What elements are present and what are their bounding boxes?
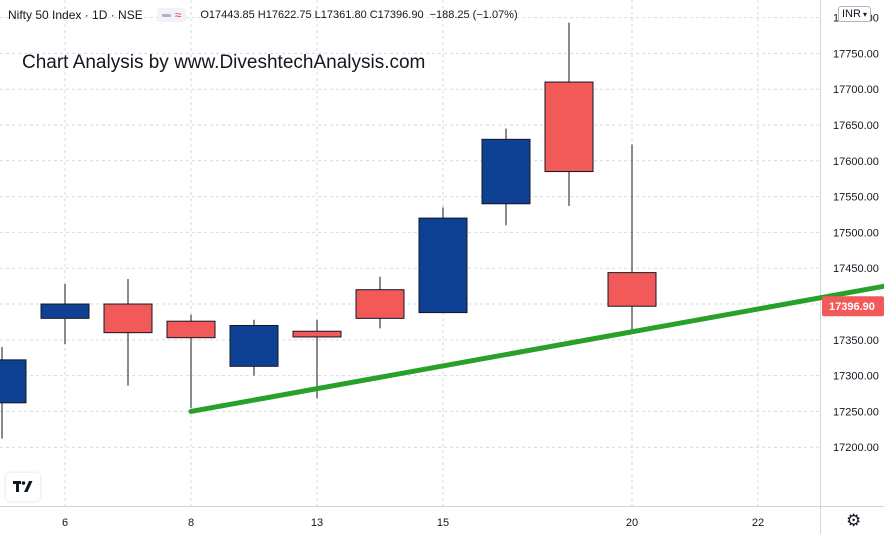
candle-body[interactable] — [481, 138, 531, 205]
y-tick-label: 17550.00 — [833, 192, 879, 204]
symbol-label[interactable]: Nifty 50 Index · 1D · NSE — [8, 8, 143, 22]
y-tick-label: 17450.00 — [833, 263, 879, 275]
wave-icon: ≈ — [174, 8, 182, 22]
y-tick-label: 17300.00 — [833, 371, 879, 383]
candle-body[interactable] — [0, 359, 27, 404]
x-tick-label: 15 — [437, 517, 449, 529]
y-tick-label: 17500.00 — [833, 227, 879, 239]
x-tick-label: 6 — [62, 517, 68, 529]
y-tick-label: 17250.00 — [833, 406, 879, 418]
gear-icon[interactable]: ⚙ — [846, 511, 862, 530]
chevron-down-icon: ▾ — [862, 9, 867, 19]
candle-body[interactable] — [166, 320, 216, 339]
currency-label: INR — [842, 8, 861, 20]
candle-body[interactable] — [292, 330, 342, 338]
last-price-label-bg — [822, 296, 884, 317]
x-tick-label: 22 — [752, 517, 764, 529]
x-tick-label: 20 — [626, 517, 638, 529]
last-price-label: 17396.90 — [829, 301, 875, 313]
tradingview-logo-mark — [13, 481, 33, 492]
y-tick-label: 17700.00 — [833, 84, 879, 96]
candle-body[interactable] — [229, 324, 279, 367]
y-tick-label: 17200.00 — [833, 442, 879, 454]
y-tick-label: 17750.00 — [833, 48, 879, 60]
x-tick-label: 8 — [188, 517, 194, 529]
candle-body[interactable] — [418, 217, 468, 314]
candle-body[interactable] — [103, 303, 153, 334]
currency-selector[interactable]: INR ▾ — [838, 6, 871, 22]
y-tick-label: 17600.00 — [833, 156, 879, 168]
x-tick-label: 13 — [311, 517, 323, 529]
candle-body[interactable] — [544, 81, 594, 173]
ohlc-values: O17443.85 H17622.75 L17361.80 C17396.90 — [200, 9, 424, 21]
dash-icon — [161, 13, 171, 17]
trend-line[interactable] — [188, 282, 884, 414]
indicator-badge[interactable]: ≈ — [156, 8, 187, 22]
chart-watermark-text: Chart Analysis by www.DiveshtechAnalysis… — [22, 52, 426, 73]
y-tick-label: 17650.00 — [833, 120, 879, 132]
chart-legend: Nifty 50 Index · 1D · NSE ≈ O17443.85 H1… — [8, 8, 518, 22]
candle-body[interactable] — [355, 289, 405, 319]
y-tick-label: 17350.00 — [833, 335, 879, 347]
price-change: −188.25 (−1.07%) — [429, 9, 518, 21]
candle-body[interactable] — [607, 272, 657, 307]
tradingview-logo-icon[interactable] — [6, 473, 40, 501]
candle-body[interactable] — [40, 303, 90, 319]
